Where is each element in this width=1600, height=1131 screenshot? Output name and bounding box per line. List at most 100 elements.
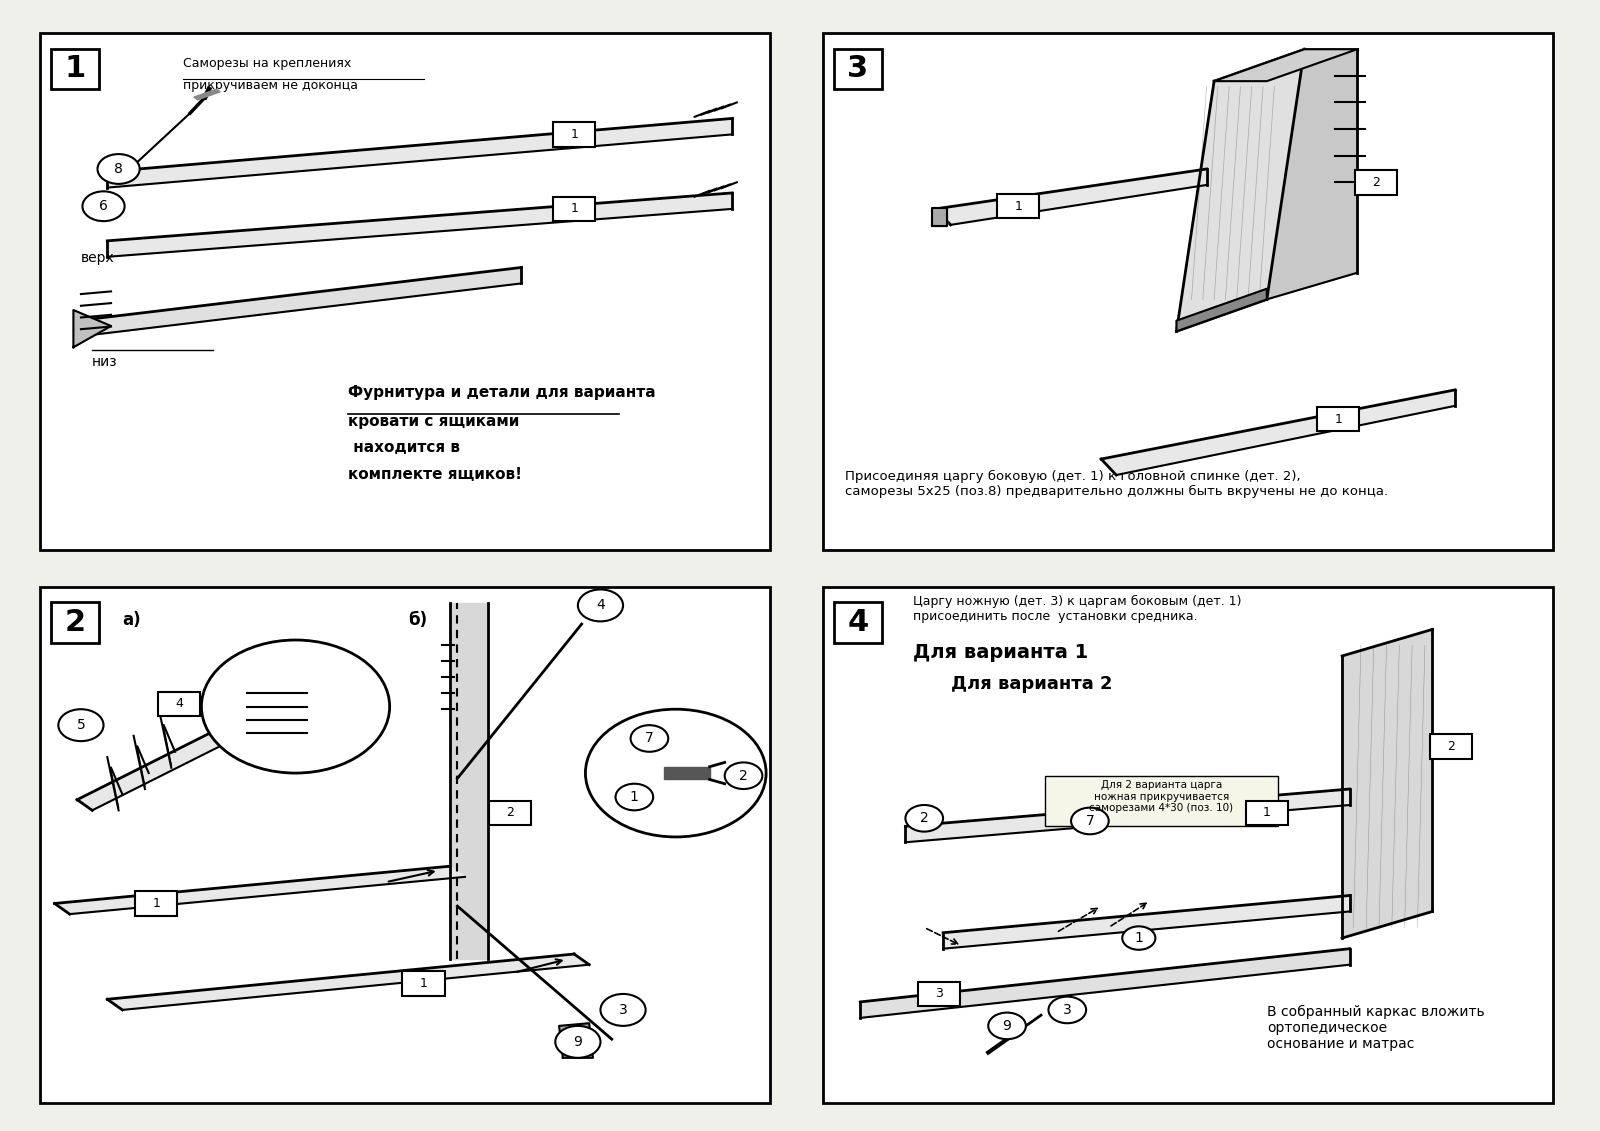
Text: 2: 2: [1373, 175, 1379, 189]
FancyBboxPatch shape: [403, 972, 445, 995]
Text: 1: 1: [570, 128, 578, 141]
Text: В собранный каркас вложить
ортопедическое
основание и матрас: В собранный каркас вложить ортопедическо…: [1267, 1004, 1485, 1051]
Text: 2: 2: [920, 811, 928, 826]
FancyBboxPatch shape: [554, 122, 595, 147]
Text: 1: 1: [1014, 200, 1022, 213]
Circle shape: [1122, 926, 1155, 950]
Text: кровати с ящиками: кровати с ящиками: [349, 414, 520, 429]
Text: 7: 7: [1085, 814, 1094, 828]
Circle shape: [600, 994, 646, 1026]
Text: Присоединяя царгу боковую (дет. 1) к головной спинке (дет. 2),
саморезы 5х25 (по: Присоединяя царгу боковую (дет. 1) к гол…: [845, 469, 1389, 498]
Text: а): а): [122, 611, 141, 629]
Text: 1: 1: [64, 54, 85, 84]
Polygon shape: [936, 169, 1206, 225]
FancyBboxPatch shape: [554, 197, 595, 222]
Circle shape: [1048, 996, 1086, 1024]
Text: 3: 3: [848, 54, 869, 84]
FancyBboxPatch shape: [40, 587, 770, 1103]
Text: 4: 4: [597, 598, 605, 612]
FancyBboxPatch shape: [918, 982, 960, 1007]
Text: 1: 1: [152, 897, 160, 910]
Text: комплекте ящиков!: комплекте ящиков!: [349, 467, 522, 482]
Text: Саморезы на креплениях: Саморезы на креплениях: [182, 58, 350, 70]
Polygon shape: [107, 119, 733, 188]
FancyBboxPatch shape: [1317, 407, 1360, 431]
Polygon shape: [77, 267, 522, 337]
FancyBboxPatch shape: [997, 195, 1040, 218]
Polygon shape: [861, 949, 1350, 1018]
FancyBboxPatch shape: [1355, 170, 1397, 195]
Text: б): б): [408, 611, 427, 629]
Polygon shape: [1176, 288, 1267, 331]
Text: Для 2 варианта царга
ножная прикручивается
саморезами 4*30 (поз. 10): Для 2 варианта царга ножная прикручивает…: [1090, 780, 1234, 813]
Text: верх: верх: [82, 251, 115, 265]
Text: Фурнитура и детали для варианта: Фурнитура и детали для варианта: [349, 385, 656, 399]
Text: 1: 1: [570, 202, 578, 215]
FancyBboxPatch shape: [1246, 801, 1288, 826]
Text: 1: 1: [419, 977, 427, 990]
Polygon shape: [1342, 629, 1432, 938]
FancyBboxPatch shape: [158, 692, 200, 716]
Text: 4: 4: [174, 698, 182, 710]
Text: 3: 3: [1062, 1003, 1072, 1017]
Text: 1: 1: [1334, 413, 1342, 425]
Polygon shape: [558, 1024, 594, 1057]
Polygon shape: [942, 896, 1350, 949]
Polygon shape: [664, 767, 710, 779]
FancyBboxPatch shape: [51, 602, 99, 642]
Circle shape: [586, 709, 766, 837]
Text: 1: 1: [1134, 931, 1144, 946]
Circle shape: [616, 784, 653, 810]
Text: 1: 1: [1262, 806, 1270, 820]
Polygon shape: [1214, 50, 1357, 81]
Polygon shape: [54, 866, 466, 914]
Text: 9: 9: [1003, 1019, 1011, 1033]
FancyBboxPatch shape: [40, 33, 770, 550]
Polygon shape: [77, 683, 326, 810]
Text: прикручиваем не доконца: прикручиваем не доконца: [182, 78, 357, 92]
Polygon shape: [194, 89, 221, 100]
FancyBboxPatch shape: [822, 587, 1554, 1103]
Polygon shape: [107, 955, 589, 1010]
Text: 8: 8: [114, 162, 123, 176]
Text: 2: 2: [506, 806, 514, 820]
Polygon shape: [931, 208, 947, 226]
Text: Для варианта 1: Для варианта 1: [914, 642, 1088, 662]
Circle shape: [989, 1012, 1026, 1039]
Polygon shape: [450, 603, 488, 959]
Text: 5: 5: [77, 718, 85, 732]
FancyBboxPatch shape: [51, 49, 99, 89]
FancyBboxPatch shape: [834, 602, 882, 642]
Text: 3: 3: [936, 987, 944, 1001]
Circle shape: [1070, 808, 1109, 835]
Polygon shape: [906, 789, 1350, 843]
Text: 2: 2: [1448, 740, 1456, 753]
FancyBboxPatch shape: [134, 891, 178, 916]
Polygon shape: [74, 310, 110, 347]
Text: 6: 6: [99, 199, 107, 214]
Circle shape: [725, 762, 762, 789]
Circle shape: [555, 1026, 600, 1057]
Text: 4: 4: [848, 608, 869, 637]
FancyBboxPatch shape: [490, 801, 531, 826]
Circle shape: [58, 709, 104, 741]
Polygon shape: [1101, 390, 1454, 475]
Text: 1: 1: [630, 791, 638, 804]
Circle shape: [906, 805, 942, 831]
Text: 7: 7: [645, 732, 654, 745]
Circle shape: [578, 589, 622, 621]
Circle shape: [630, 725, 669, 752]
Circle shape: [83, 191, 125, 222]
Text: 9: 9: [573, 1035, 582, 1048]
Text: 2: 2: [64, 608, 85, 637]
Polygon shape: [107, 193, 733, 257]
Polygon shape: [1267, 50, 1357, 300]
FancyBboxPatch shape: [834, 49, 882, 89]
Text: находится в: находится в: [349, 440, 461, 456]
Circle shape: [98, 154, 139, 184]
Text: Для варианта 2: Для варианта 2: [950, 674, 1112, 692]
FancyBboxPatch shape: [1045, 776, 1278, 827]
Text: 3: 3: [619, 1003, 627, 1017]
Text: низ: низ: [93, 355, 118, 369]
FancyBboxPatch shape: [1430, 734, 1472, 759]
